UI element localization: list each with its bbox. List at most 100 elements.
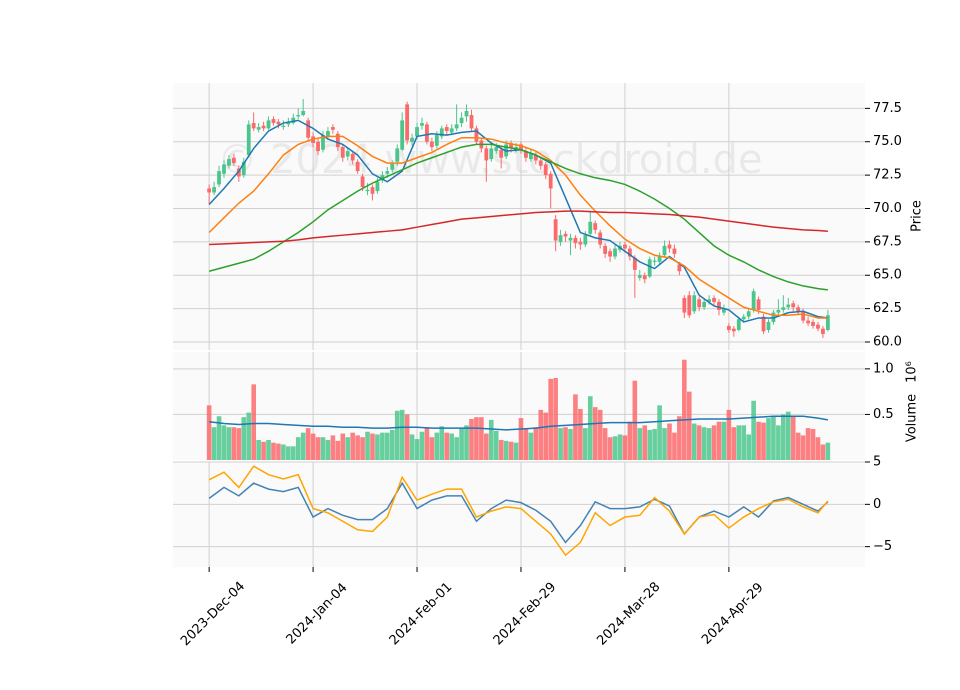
- volume-bar: [776, 425, 781, 460]
- candle-body: [395, 148, 400, 162]
- candle-body: [796, 307, 801, 312]
- volume-bar: [795, 432, 801, 460]
- volume-bar: [751, 400, 756, 460]
- volume-bar: [667, 423, 672, 460]
- volume-bar: [642, 425, 648, 460]
- candle-body: [335, 133, 340, 148]
- candle-body: [499, 149, 504, 158]
- volume-bar: [592, 407, 598, 460]
- volume-bar: [330, 435, 336, 460]
- y-axis-label: Price: [910, 200, 925, 232]
- candle-body: [687, 295, 692, 316]
- candle-body: [489, 148, 494, 160]
- volume-bar: [241, 417, 247, 460]
- candle-body: [207, 188, 212, 193]
- volume-bar: [731, 427, 737, 460]
- candle-body: [801, 311, 806, 321]
- candle-body: [593, 223, 598, 230]
- indicator-line: [208, 465, 829, 557]
- volume-bar: [419, 431, 425, 460]
- volume-bar: [261, 441, 266, 460]
- volume-bar: [573, 394, 578, 460]
- volume-bar: [741, 425, 747, 460]
- y-tick-label: 60.0: [873, 334, 902, 349]
- volume-bar: [399, 409, 405, 460]
- volume-bar: [617, 434, 623, 460]
- volume-bar: [781, 414, 786, 460]
- y-tick-label: 77.5: [873, 101, 902, 116]
- volume-bar: [454, 437, 459, 460]
- candle-body: [321, 135, 325, 150]
- candle-body: [558, 235, 563, 242]
- volume-bar: [686, 391, 692, 460]
- candle-body: [360, 176, 365, 188]
- candle-body: [825, 315, 830, 330]
- volume-bar: [583, 428, 588, 460]
- candle-body: [791, 303, 796, 308]
- volume-bar: [325, 439, 331, 460]
- volume-bar: [429, 437, 435, 460]
- volume-bar: [350, 432, 355, 460]
- candle-body: [627, 248, 632, 257]
- candle-body: [811, 321, 815, 326]
- candle-body: [652, 260, 657, 262]
- volume-bar: [568, 429, 573, 460]
- volume-bar: [286, 446, 291, 460]
- volume-bar: [672, 432, 677, 460]
- candle-body: [212, 187, 216, 193]
- volume-bar: [696, 425, 702, 460]
- volume-bar: [295, 437, 301, 460]
- moving-average: [208, 135, 828, 319]
- candle-body: [494, 147, 499, 152]
- candle-body: [425, 124, 429, 142]
- volume-bar: [365, 431, 370, 460]
- candle-body: [736, 319, 741, 330]
- volume-bar: [414, 439, 420, 460]
- candle-body: [266, 120, 271, 129]
- volume-bar: [662, 428, 667, 460]
- candle-body: [731, 328, 736, 332]
- y-tick-label: 62.5: [873, 301, 902, 316]
- volume-bar: [469, 418, 474, 460]
- candle-body: [712, 297, 716, 302]
- candle-body: [375, 181, 380, 192]
- volume-bar: [632, 380, 638, 460]
- candle-body: [410, 137, 414, 142]
- volume-bar: [637, 428, 643, 460]
- candle-body: [776, 309, 781, 313]
- volume-bar: [558, 428, 563, 460]
- volume-bar: [493, 430, 499, 460]
- candle-body: [603, 245, 608, 254]
- candle-body: [697, 299, 702, 308]
- volume-bar: [612, 436, 618, 460]
- x-tick-label: 2023-Dec-04: [178, 579, 248, 649]
- candle-body: [256, 127, 261, 130]
- volume-bar: [563, 427, 568, 460]
- volume-bar: [385, 432, 390, 460]
- candle-body: [647, 259, 652, 277]
- candle-body: [365, 189, 370, 192]
- candle-body: [222, 164, 226, 174]
- volume-bar: [300, 432, 306, 460]
- volume-bar: [380, 432, 385, 460]
- candle-body: [330, 127, 335, 130]
- candle-body: [746, 311, 751, 317]
- volume-bar: [627, 421, 633, 460]
- candle-body: [217, 171, 221, 185]
- volume-bar: [439, 426, 445, 460]
- candle-body: [236, 168, 241, 177]
- candle-body: [355, 161, 360, 172]
- candle-body: [509, 143, 513, 149]
- y-tick-label: 67.5: [873, 234, 902, 249]
- volume-bar: [335, 440, 341, 460]
- candle-body: [316, 141, 320, 152]
- candle-body: [405, 104, 410, 141]
- volume-bar: [266, 439, 271, 460]
- volume-bar: [706, 428, 712, 460]
- volume-bar: [360, 437, 365, 460]
- volume-bar: [434, 432, 440, 460]
- volume-bar: [404, 414, 410, 460]
- y-tick-label: 0.5: [873, 407, 894, 422]
- volume-bar: [236, 428, 242, 460]
- volume-bar: [281, 444, 286, 460]
